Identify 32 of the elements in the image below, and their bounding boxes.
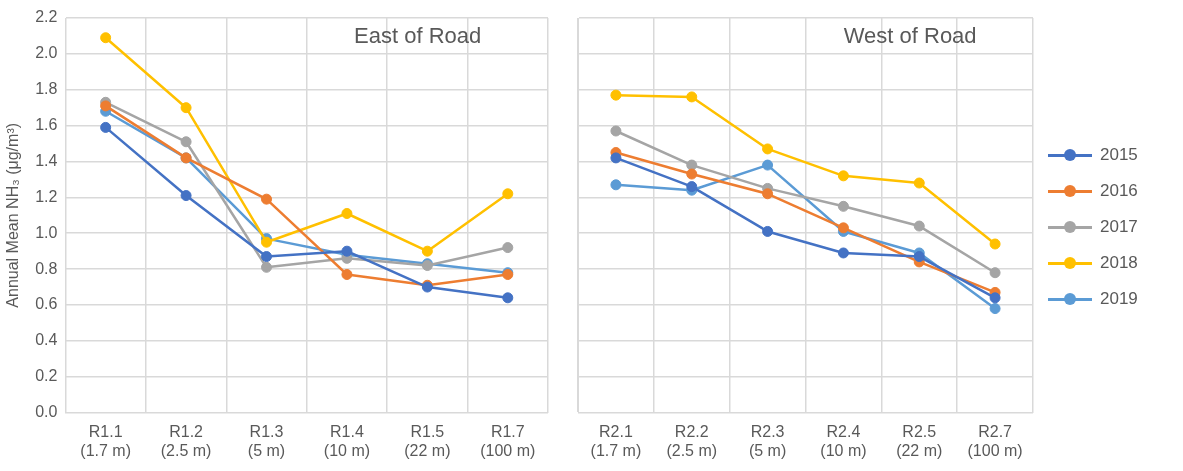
y-tick-label: 0.0 [35, 403, 58, 421]
y-tick-label: 0.4 [35, 331, 58, 349]
x-tick-label: R2.1 (1.7 m) [590, 422, 642, 459]
y-tick-label: 2.2 [35, 8, 58, 26]
y-tick-label: 1.8 [35, 80, 58, 98]
legend-label: 2018 [1100, 253, 1138, 273]
x-tick-label: R1.4 (10 m) [323, 422, 371, 459]
x-tick-label: R2.4 (10 m) [820, 422, 867, 459]
y-tick-label: 1.2 [35, 187, 58, 205]
x-tick-label: R1.2 (2.5 m) [160, 422, 212, 459]
x-tick-label: R1.5 (22 m) [404, 422, 451, 459]
x-tick-label: R2.5 (22 m) [896, 422, 943, 459]
x-tick-label: R2.7 (100 m) [967, 422, 1023, 459]
legend-label: 2019 [1100, 289, 1138, 309]
y-axis-title: Annual Mean NH₃ (μg/m³) [4, 122, 22, 308]
x-tick-label: R1.1 (1.7 m) [80, 422, 131, 459]
legend-label: 2015 [1100, 145, 1138, 165]
x-tick-label: R2.3 (5 m) [748, 422, 787, 459]
y-tick-label: 1.0 [35, 223, 58, 241]
y-tick-label: 1.6 [35, 116, 58, 134]
legend-label: 2016 [1100, 181, 1138, 201]
x-tick-label: R1.3 (5 m) [247, 422, 286, 459]
y-tick-label: 2.0 [35, 44, 58, 62]
x-tick-label: R1.7 (100 m) [480, 422, 536, 459]
y-tick-label: 0.2 [35, 367, 58, 385]
chart-title: West of Road [843, 23, 977, 49]
x-tick-label: R2.2 (2.5 m) [666, 422, 718, 459]
legend-label: 2017 [1100, 217, 1138, 237]
y-tick-label: 0.8 [35, 259, 58, 277]
chart-title: East of Road [354, 23, 482, 49]
y-tick-label: 1.4 [35, 151, 58, 169]
y-tick-label: 0.6 [35, 295, 58, 313]
